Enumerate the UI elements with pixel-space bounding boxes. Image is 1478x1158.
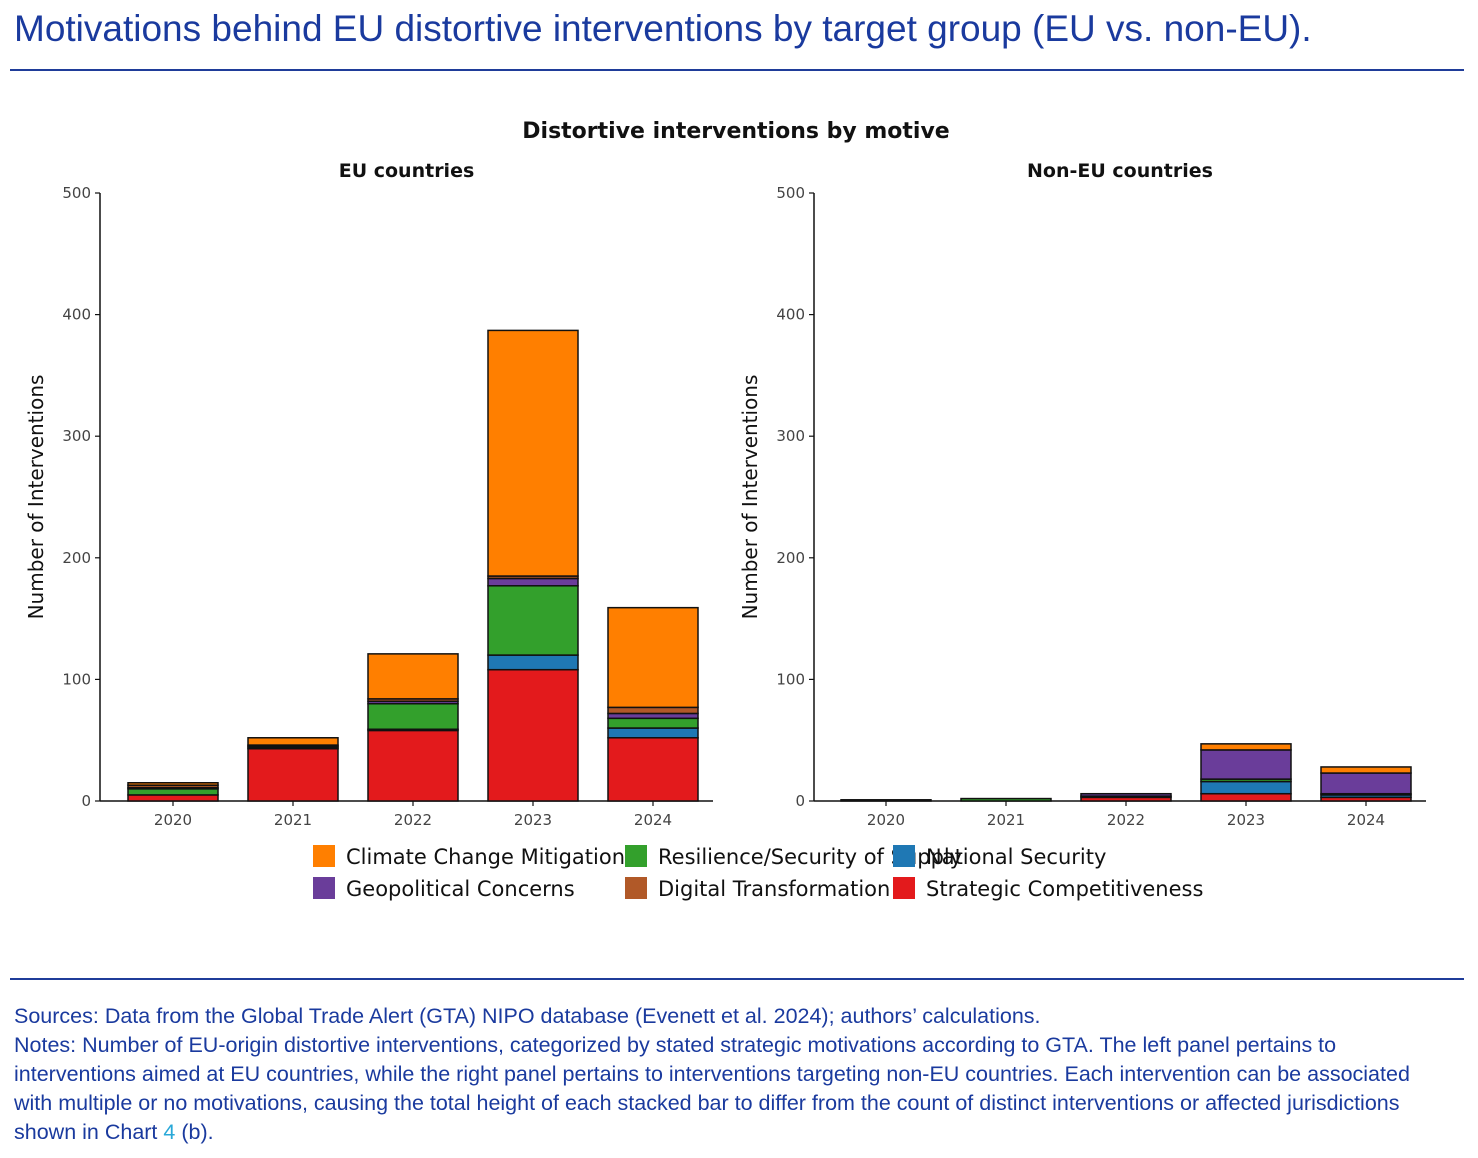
- legend-label: Climate Change Mitigation: [346, 845, 625, 869]
- y-tick-label: 300: [62, 427, 91, 445]
- bar-strategic-competitiveness-2022: [367, 729, 459, 802]
- x-tick-label: 2020: [154, 811, 192, 829]
- chart-reference-link[interactable]: 4: [163, 1120, 176, 1144]
- bar-strategic-competitiveness-2023: [1200, 792, 1292, 802]
- y-tick-label: 300: [776, 427, 805, 445]
- y-tick-label: 500: [62, 184, 91, 202]
- title-divider: [10, 69, 1464, 71]
- legend-item-geopolitical-concerns: Geopolitical Concerns: [313, 877, 575, 901]
- bar-strategic-competitiveness-2023: [487, 668, 579, 802]
- bar-national-security-2024: [607, 727, 699, 739]
- panel-title: EU countries: [339, 160, 475, 182]
- x-tick-label: 2022: [1107, 811, 1145, 829]
- notes-block: Sources: Data from the Global Trade Aler…: [14, 1002, 1454, 1147]
- bar-resilience-security-of-supply-2020: [840, 799, 932, 802]
- x-tick-label: 2021: [274, 811, 312, 829]
- legend-swatch: [893, 877, 915, 899]
- chart-figure: Distortive interventions by motive EU co…: [24, 119, 1426, 901]
- bar-national-security-2023: [487, 654, 579, 671]
- bar-strategic-competitiveness-2021: [247, 747, 339, 802]
- panel-title: Non-EU countries: [1027, 160, 1213, 182]
- y-tick-label: 200: [776, 549, 805, 567]
- legend-label: Digital Transformation: [658, 877, 890, 901]
- x-tick-label: 2024: [1347, 811, 1385, 829]
- legend-label: National Security: [926, 845, 1106, 869]
- x-tick-label: 2021: [987, 811, 1025, 829]
- bar-digital-transformation-2024: [607, 706, 699, 715]
- page-title: Motivations behind EU distortive interve…: [14, 8, 1312, 49]
- legend-item-climate-change-mitigation: Climate Change Mitigation: [313, 845, 625, 869]
- y-tick-label: 100: [776, 670, 805, 688]
- legend-item-strategic-competitiveness: Strategic Competitiveness: [893, 877, 1203, 901]
- legend-swatch: [625, 877, 647, 899]
- bar-geopolitical-concerns-2023: [487, 577, 579, 587]
- legend-label: Geopolitical Concerns: [346, 877, 575, 901]
- chart-legend: Climate Change Mitigation Geopolitical Co…: [313, 845, 1203, 901]
- sources-text: Sources: Data from the Global Trade Aler…: [14, 1004, 1041, 1028]
- y-tick-label: 200: [62, 549, 91, 567]
- bar-climate-change-mitigation-2024: [607, 606, 699, 709]
- bar-climate-change-mitigation-2022: [367, 653, 459, 700]
- legend-swatch: [893, 845, 915, 867]
- bar-strategic-competitiveness-2020: [127, 794, 219, 802]
- y-tick-label: 400: [776, 306, 805, 324]
- bar-resilience-security-of-supply-2024: [607, 717, 699, 729]
- bar-national-security-2023: [1200, 780, 1292, 795]
- bar-resilience-security-of-supply-2022: [367, 702, 459, 731]
- legend-label: Resilience/Security of Supply: [658, 845, 962, 869]
- notes-text-end: (b).: [175, 1120, 214, 1144]
- y-axis-label: Number of Interventions: [24, 375, 48, 620]
- y-tick-label: 500: [776, 184, 805, 202]
- panel-non-eu-countries: Non-EU countries 0 100 200 300 400 500 Number o…: [738, 160, 1426, 829]
- bar-geopolitical-concerns-2024: [1320, 772, 1412, 795]
- x-tick-label: 2023: [514, 811, 552, 829]
- chart-panels: EU countries 0 100 200 300 400 500 Number of In…: [24, 160, 1426, 829]
- bar-resilience-security-of-supply-2023: [487, 585, 579, 656]
- y-axis-label: Number of Interventions: [738, 375, 762, 620]
- notes-text-body: Notes: Number of EU-origin distortive in…: [14, 1033, 1410, 1144]
- bar-geopolitical-concerns-2023: [1200, 749, 1292, 780]
- y-tick-label: 0: [81, 792, 91, 810]
- legend-swatch: [625, 845, 647, 867]
- legend-swatch: [313, 845, 335, 867]
- bar-resilience-security-of-supply-2021: [960, 797, 1052, 802]
- legend-swatch: [313, 877, 335, 899]
- bar-climate-change-mitigation-2023: [487, 329, 579, 577]
- y-tick-label: 0: [795, 792, 805, 810]
- chart-title: Distortive interventions by motive: [522, 119, 949, 144]
- bar-geopolitical-concerns-2022: [1080, 792, 1172, 797]
- legend-item-digital-transformation: Digital Transformation: [625, 877, 890, 901]
- bar-climate-change-mitigation-2024: [1320, 766, 1412, 774]
- x-tick-label: 2024: [634, 811, 672, 829]
- x-tick-label: 2023: [1227, 811, 1265, 829]
- y-tick-label: 400: [62, 306, 91, 324]
- panel-eu-countries: EU countries 0 100 200 300 400 500 Number of In…: [24, 160, 713, 829]
- legend-label: Strategic Competitiveness: [926, 877, 1203, 901]
- x-tick-label: 2022: [394, 811, 432, 829]
- notes-divider: [10, 978, 1464, 980]
- bar-climate-change-mitigation-2023: [1200, 743, 1292, 751]
- notes-text: Notes: Number of EU-origin distortive in…: [14, 1031, 1454, 1147]
- bar-climate-change-mitigation-2021: [247, 737, 339, 746]
- x-tick-label: 2020: [867, 811, 905, 829]
- bar-climate-change-mitigation-2020: [127, 782, 219, 786]
- legend-item-national-security: National Security: [893, 845, 1106, 869]
- y-tick-label: 100: [62, 670, 91, 688]
- bar-resilience-security-of-supply-2020: [127, 788, 219, 796]
- bar-strategic-competitiveness-2024: [607, 737, 699, 802]
